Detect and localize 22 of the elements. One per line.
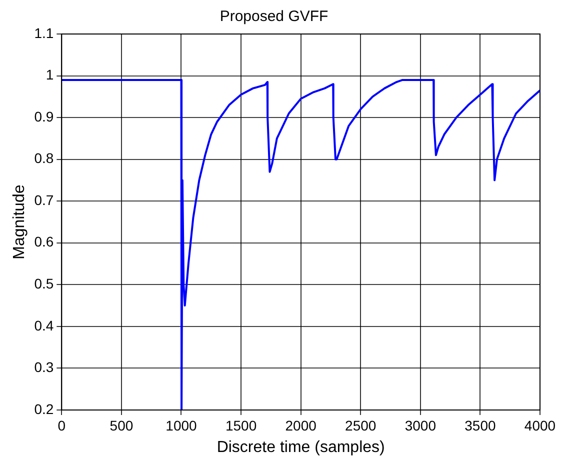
- y-tick-label: 0.8: [34, 150, 54, 166]
- x-tick-label: 2500: [345, 417, 376, 434]
- y-tick-label: 1.1: [34, 24, 54, 41]
- x-tick-label: 0: [58, 417, 66, 434]
- y-tick-label: 1: [46, 66, 54, 83]
- y-tick-label: 0.5: [34, 276, 54, 292]
- y-tick-label: 0.4: [34, 317, 54, 334]
- y-tick-label: 0.2: [34, 400, 54, 417]
- y-tick-label: 0.6: [34, 234, 54, 250]
- y-tick-label: 0.3: [34, 359, 54, 376]
- x-tick-label: 1500: [225, 417, 257, 434]
- x-tick-label: 1000: [166, 417, 198, 434]
- x-tick-label: 3000: [404, 417, 436, 434]
- x-axis-title: Discrete time (samples): [216, 438, 385, 456]
- x-tick-label: 2000: [285, 417, 317, 434]
- y-tick-label: 0.7: [34, 192, 54, 208]
- x-tick-label: 3500: [464, 417, 496, 434]
- y-axis-title: Magnitude: [11, 184, 28, 260]
- y-tick-label: 0.9: [34, 108, 54, 124]
- chart-title: Proposed GVFF: [220, 8, 328, 26]
- x-tick-label: 4000: [524, 417, 556, 434]
- x-tick-label: 500: [110, 417, 134, 434]
